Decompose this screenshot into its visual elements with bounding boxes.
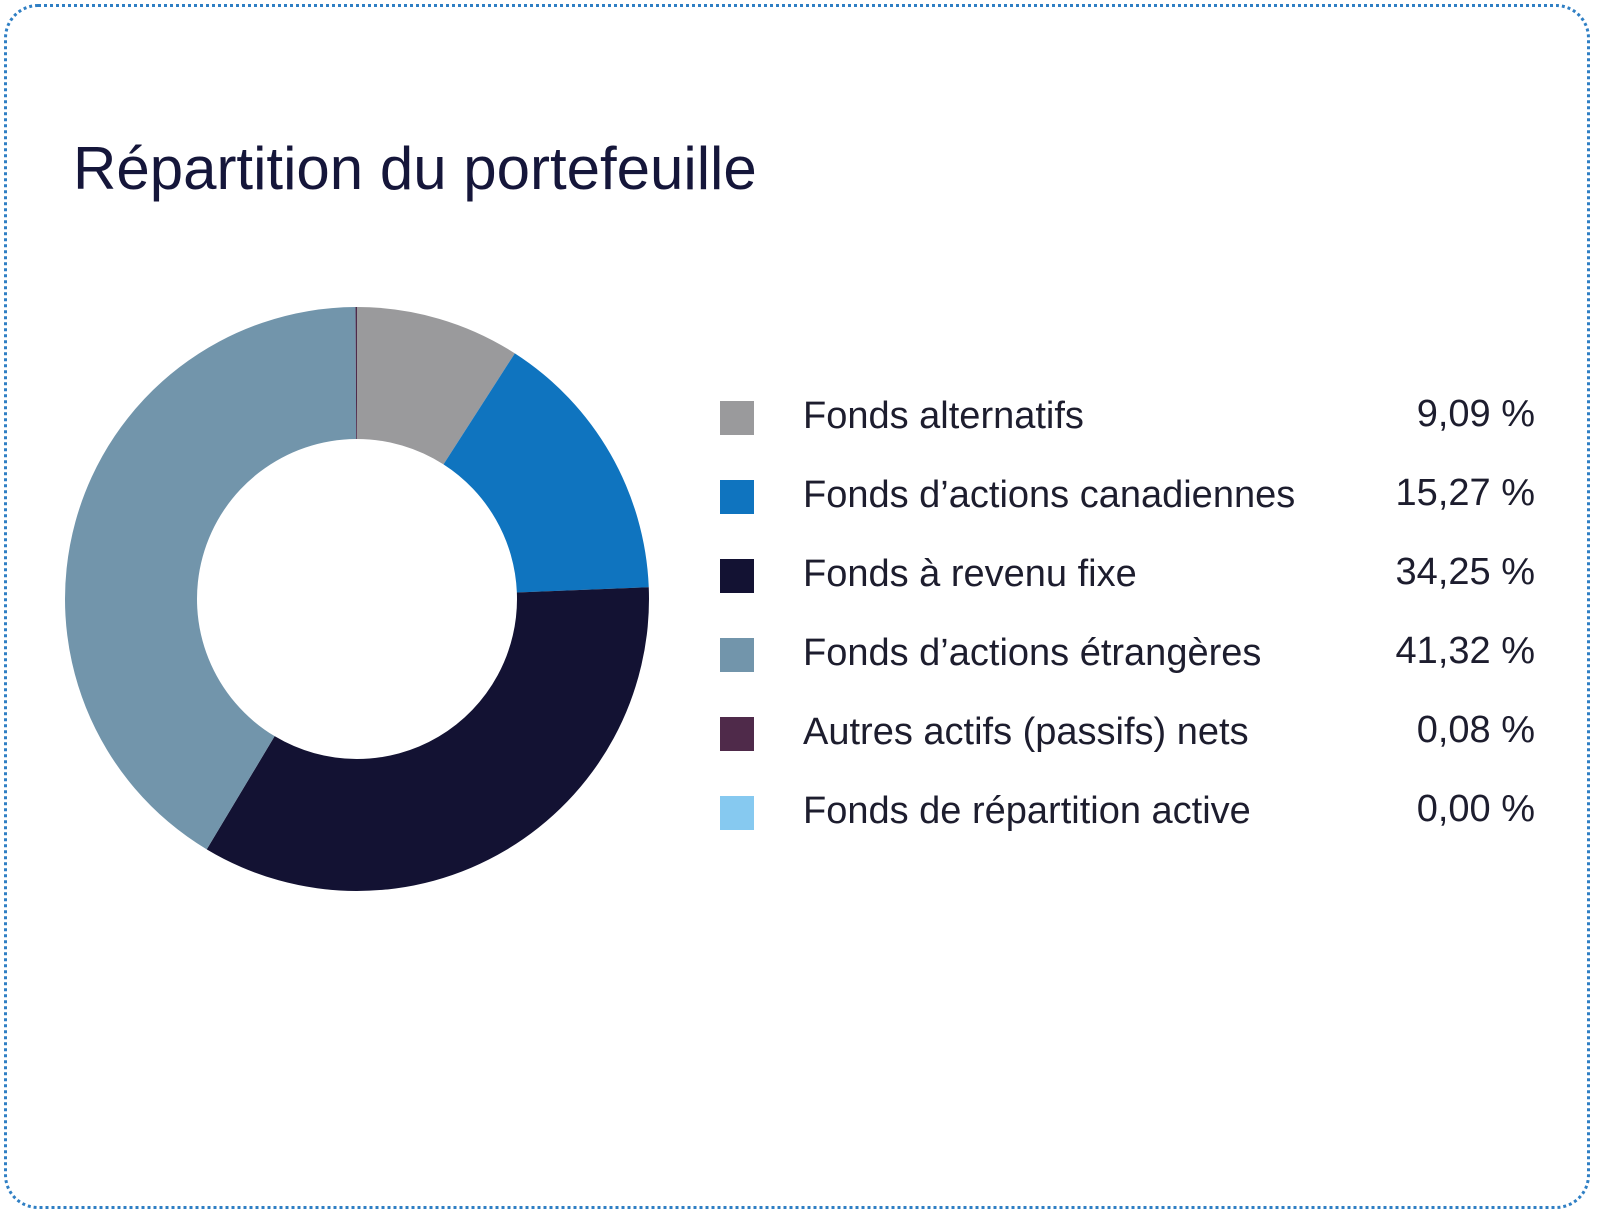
donut-chart (65, 307, 649, 891)
legend-label: Fonds de répartition active (803, 790, 1251, 832)
legend-value: 15,27 % (1395, 472, 1535, 514)
legend-swatch (720, 480, 754, 514)
legend-label: Fonds à revenu fixe (803, 553, 1137, 595)
chart-card: Répartition du portefeuille Fonds altern… (4, 4, 1590, 1209)
legend-swatch (720, 638, 754, 672)
chart-legend: Fonds alternatifs 9,09 % Fonds d’actions c… (720, 387, 1535, 861)
legend-swatch (720, 717, 754, 751)
legend-item: Fonds alternatifs 9,09 % (720, 387, 1535, 466)
donut-slice (357, 307, 515, 465)
legend-item: Fonds d’actions étrangères 41,32 % (720, 624, 1535, 703)
legend-item: Fonds de répartition active 0,00 % (720, 782, 1535, 861)
legend-label: Fonds d’actions canadiennes (803, 474, 1296, 516)
chart-title: Répartition du portefeuille (73, 135, 757, 202)
legend-label: Fonds d’actions étrangères (803, 632, 1262, 674)
legend-item: Fonds à revenu fixe 34,25 % (720, 545, 1535, 624)
legend-swatch (720, 559, 754, 593)
legend-swatch (720, 796, 754, 830)
legend-swatch (720, 401, 754, 435)
legend-value: 0,00 % (1416, 788, 1535, 830)
donut-slice (443, 353, 649, 593)
legend-label: Fonds alternatifs (803, 395, 1084, 437)
legend-value: 0,08 % (1416, 709, 1535, 751)
donut-slice (355, 307, 357, 440)
legend-item: Autres actifs (passifs) nets 0,08 % (720, 703, 1535, 782)
legend-item: Fonds d’actions canadiennes 15,27 % (720, 466, 1535, 545)
legend-value: 9,09 % (1416, 393, 1535, 435)
legend-value: 34,25 % (1395, 551, 1535, 593)
donut-slice (65, 307, 357, 850)
donut-slice (206, 587, 649, 891)
legend-value: 41,32 % (1395, 630, 1535, 672)
legend-label: Autres actifs (passifs) nets (803, 711, 1249, 753)
